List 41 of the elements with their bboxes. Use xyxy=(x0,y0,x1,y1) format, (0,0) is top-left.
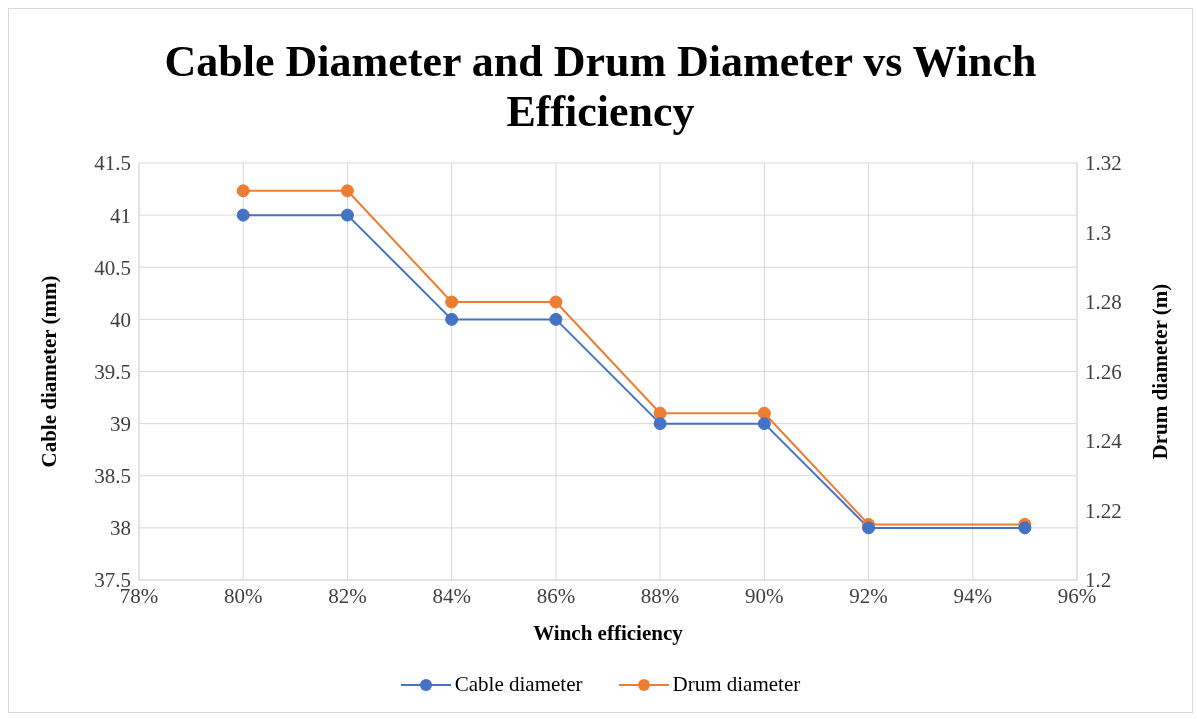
legend-label: Drum diameter xyxy=(671,672,801,697)
point xyxy=(445,312,459,326)
x-axis-title: Winch efficiency xyxy=(533,621,684,645)
y-axis-title: Cable diameter (mm) xyxy=(37,275,62,468)
y2-tick-label: 1.3 xyxy=(1085,220,1112,245)
point xyxy=(549,295,563,309)
y2-tick-label: 1.32 xyxy=(1085,151,1122,176)
y-tick-label: 40.5 xyxy=(94,255,131,280)
point xyxy=(757,417,771,431)
point xyxy=(236,184,250,198)
x-tick-label: 86% xyxy=(536,583,576,608)
y-tick-label: 38 xyxy=(110,516,131,541)
point xyxy=(236,208,250,222)
point xyxy=(1018,521,1032,535)
y-tick-label: 38.5 xyxy=(94,464,131,489)
y-tick-label: 41 xyxy=(110,203,131,228)
point xyxy=(757,406,771,420)
x-tick-label: 84% xyxy=(432,583,471,608)
point xyxy=(340,184,354,198)
point xyxy=(862,521,876,535)
x-tick-label: 92% xyxy=(849,583,888,608)
chart-title: Cable Diameter and Drum Diameter vs Winch Efficiency xyxy=(163,36,1038,137)
y2-axis-title: Drum diameter (m) xyxy=(1148,283,1173,460)
point xyxy=(653,417,667,431)
point xyxy=(549,312,563,326)
y2-tick-label: 1.24 xyxy=(1085,429,1123,454)
point xyxy=(445,295,459,309)
point xyxy=(340,208,354,222)
x-tick-label: 82% xyxy=(328,583,367,608)
x-tick-label: 90% xyxy=(745,583,784,608)
x-tick-label: 88% xyxy=(640,583,680,608)
y-tick-label: 39 xyxy=(110,412,131,437)
y2-tick-label: 1.22 xyxy=(1085,498,1122,523)
y2-tick-label: 1.28 xyxy=(1085,290,1122,315)
legend-label: Cable diameter xyxy=(453,672,583,697)
y-tick-label: 40 xyxy=(110,307,131,332)
y-tick-label: 39.5 xyxy=(94,359,131,384)
y-tick-label: 41.5 xyxy=(94,151,131,176)
y2-tick-label: 1.26 xyxy=(1085,359,1122,384)
x-tick-label: 94% xyxy=(953,583,993,608)
x-tick-label: 80% xyxy=(223,583,263,608)
